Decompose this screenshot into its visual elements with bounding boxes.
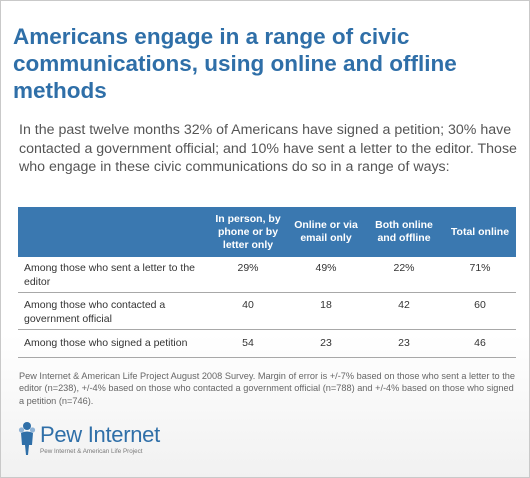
table-cell: 23: [364, 329, 444, 358]
logo-name: Pew Internet: [40, 422, 160, 447]
table-cell: 42: [364, 292, 444, 330]
column-header: [18, 207, 208, 257]
row-label: Among those who sent a letter to the edi…: [18, 257, 208, 293]
table-row: Among those who sent a letter to the edi…: [18, 257, 516, 293]
table-cell: 18: [288, 292, 364, 330]
column-header: Total online: [444, 207, 516, 257]
table-cell: 46: [444, 329, 516, 358]
logo-tagline: Pew Internet & American Life Project: [40, 448, 143, 455]
column-header: Both online and offline: [364, 207, 444, 257]
table-cell: 22%: [364, 257, 444, 293]
chart-subtitle: In the past twelve months 32% of America…: [19, 122, 517, 175]
table-cell: 49%: [288, 257, 364, 293]
column-header: Online or via email only: [288, 207, 364, 257]
table-cell: 40: [208, 292, 288, 330]
chart-title: Americans engage in a range of civic com…: [13, 24, 457, 103]
table-cell: 54: [208, 329, 288, 358]
table-row: Among those who signed a petition 54 23 …: [18, 329, 516, 358]
data-table: In person, by phone or by letter only On…: [18, 207, 516, 358]
column-header: In person, by phone or by letter only: [208, 207, 288, 257]
source-note: Pew Internet & American Life Project Aug…: [19, 371, 515, 406]
table-cell: 71%: [444, 257, 516, 293]
row-label: Among those who contacted a government o…: [18, 292, 208, 330]
table-cell: 23: [288, 329, 364, 358]
pew-internet-logo: Pew Internet Pew Internet & American Lif…: [18, 419, 198, 465]
table-cell: 29%: [208, 257, 288, 293]
pew-people-icon: [18, 422, 36, 455]
table-cell: 60: [444, 292, 516, 330]
table-header-row: In person, by phone or by letter only On…: [18, 207, 516, 257]
table-row: Among those who contacted a government o…: [18, 292, 516, 330]
row-label: Among those who signed a petition: [18, 329, 208, 358]
